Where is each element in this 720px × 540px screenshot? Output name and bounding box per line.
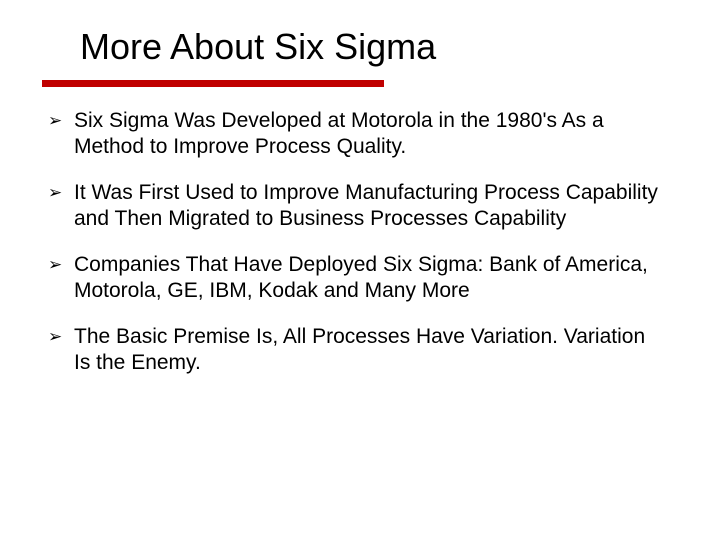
slide-title: More About Six Sigma (80, 26, 436, 68)
bullet-text: Companies That Have Deployed Six Sigma: … (74, 252, 660, 304)
bullet-icon: ➢ (48, 108, 74, 134)
list-item: ➢ The Basic Premise Is, All Processes Ha… (48, 324, 660, 376)
bullet-text: The Basic Premise Is, All Processes Have… (74, 324, 660, 376)
bullet-icon: ➢ (48, 324, 74, 350)
title-underline (42, 80, 384, 87)
list-item: ➢ Six Sigma Was Developed at Motorola in… (48, 108, 660, 160)
bullet-list: ➢ Six Sigma Was Developed at Motorola in… (48, 108, 660, 396)
bullet-icon: ➢ (48, 180, 74, 206)
list-item: ➢ Companies That Have Deployed Six Sigma… (48, 252, 660, 304)
list-item: ➢ It Was First Used to Improve Manufactu… (48, 180, 660, 232)
bullet-text: Six Sigma Was Developed at Motorola in t… (74, 108, 660, 160)
bullet-icon: ➢ (48, 252, 74, 278)
slide: More About Six Sigma ➢ Six Sigma Was Dev… (0, 0, 720, 540)
bullet-text: It Was First Used to Improve Manufacturi… (74, 180, 660, 232)
